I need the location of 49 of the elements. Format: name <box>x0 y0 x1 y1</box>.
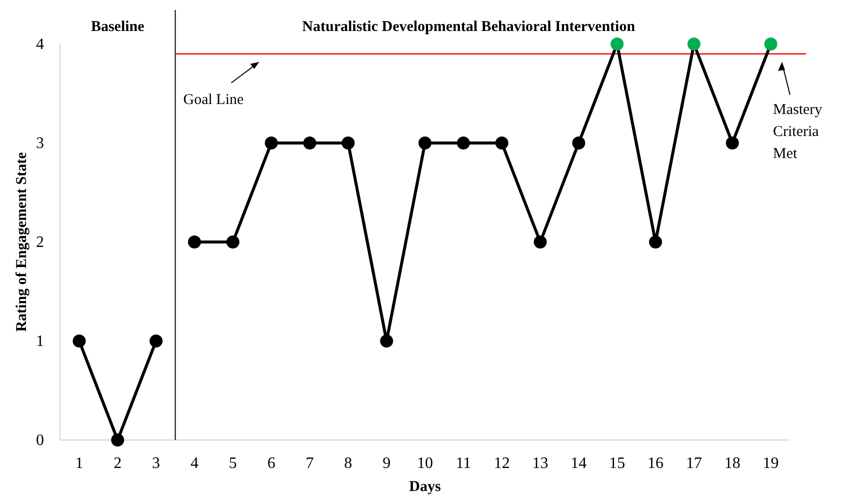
x-axis-title: Days <box>409 479 441 495</box>
x-tick-label: 1 <box>75 455 84 472</box>
point <box>72 334 86 348</box>
annotation: Mastery Criteria Met <box>773 102 823 162</box>
point <box>534 236 547 248</box>
point <box>303 136 316 150</box>
y-tick-label: 3 <box>36 135 44 152</box>
point <box>764 38 778 50</box>
point <box>572 136 586 150</box>
ref-line-label: Goal Line <box>183 92 244 108</box>
x-tick-label: 18 <box>724 455 740 472</box>
point <box>418 136 432 150</box>
x-tick-label: 6 <box>267 455 276 472</box>
point <box>456 136 470 150</box>
point <box>188 236 201 248</box>
x-tick-label: 16 <box>648 455 664 472</box>
x-tick-label: 5 <box>228 455 237 472</box>
y-tick-label: 0 <box>36 432 44 449</box>
point <box>726 136 739 150</box>
point <box>495 136 508 150</box>
point <box>264 136 278 150</box>
point <box>649 236 662 248</box>
x-tick-label: 15 <box>609 455 626 472</box>
x-tick-label: 8 <box>344 455 352 472</box>
x-tick-label: 9 <box>382 455 391 472</box>
point <box>610 38 624 50</box>
point <box>687 38 700 50</box>
point <box>380 334 394 348</box>
x-tick-label: 3 <box>152 455 160 472</box>
x-tick-label: 11 <box>456 455 472 472</box>
x-tick-label: 2 <box>114 455 122 472</box>
point <box>111 434 124 446</box>
x-tick-label: 13 <box>532 455 548 472</box>
x-tick-label: 14 <box>570 455 587 472</box>
y-axis-title: Rating of Engagement State <box>14 152 30 332</box>
x-tick-label: 17 <box>686 455 702 472</box>
x-tick-label: 19 <box>762 455 779 472</box>
x-tick-label: 7 <box>306 455 314 472</box>
text: Baseline <box>90 19 145 35</box>
point <box>150 334 163 348</box>
point <box>226 236 240 248</box>
y-tick-label: 2 <box>36 234 44 251</box>
point <box>342 136 355 150</box>
x-tick-label: 4 <box>190 455 198 472</box>
text: Naturalistic Developmental Behavioral Intervention <box>302 19 636 35</box>
x-tick-label: 10 <box>417 455 433 472</box>
y-tick-label: 1 <box>36 333 44 350</box>
x-tick-label: 12 <box>494 455 510 472</box>
y-tick-label: 4 <box>36 36 44 53</box>
